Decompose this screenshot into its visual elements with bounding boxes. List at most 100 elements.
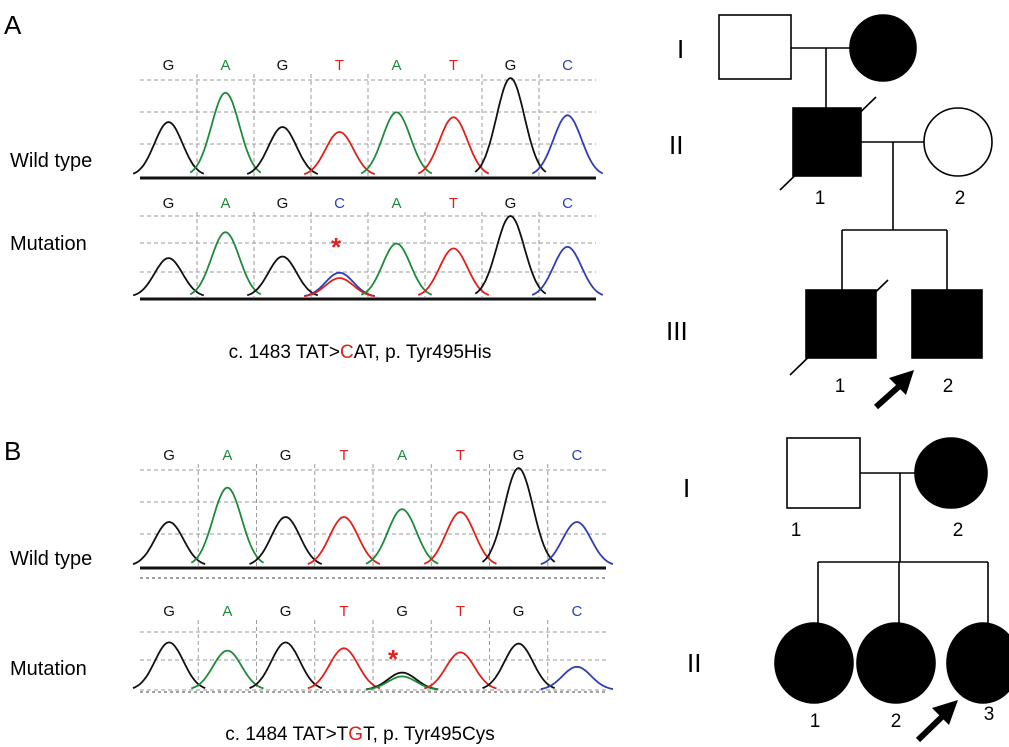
panel-a-caption: c. 1483 TAT>CAT, p. Tyr495His: [229, 342, 492, 363]
panelB-wild-peak-4: [307, 516, 381, 565]
panelB-wild-peak-8: [540, 520, 614, 566]
pedigree-b-generation-i: I: [683, 473, 690, 503]
pedigree-b-proband-arrow-icon: [915, 700, 958, 743]
pedigree-b-i-2-number: 2: [953, 520, 964, 541]
panelA-mut-base-label-2: A: [220, 195, 230, 212]
panelA-mut-base-label-8: C: [562, 195, 573, 212]
panelB-wild-peak-6: [423, 511, 497, 565]
panelA-wild-peak-4: [303, 130, 376, 176]
pedigree-a-generation-i: I: [677, 34, 684, 64]
panelA-wild-base-label-8: C: [562, 57, 573, 74]
panelA-wild-peak-6: [417, 116, 490, 175]
panelB-mut-peak-3: [249, 641, 323, 689]
panel-a-mutation-star: *: [331, 232, 342, 262]
panelB-mut-peak-4: [307, 647, 381, 690]
panel-a-letter: A: [4, 10, 22, 40]
panelB-mut-base-label-6: T: [456, 603, 465, 620]
pedigree-a-iii-1-deceased-slash: [789, 279, 889, 376]
pedigree-b-i-1-male-unaffected: [786, 437, 861, 509]
pedigree-a-i-1-male-unaffected: [718, 14, 792, 80]
pedigree-a-i-2-female-affected: [849, 14, 917, 82]
panel-b-mutation-label: Mutation: [10, 658, 87, 680]
panel-b-caption: c. 1484 TAT>TGT, p. Tyr495Cys: [225, 724, 494, 745]
panelA-mut-peak-5: [360, 242, 433, 296]
panelA-wild-base-label-2: A: [220, 57, 230, 74]
pedigree-a-ii-1-number: 1: [815, 188, 826, 209]
panel-a-mutation-chromatogram: G A G C A T G C *: [132, 195, 604, 301]
panelA-wild-peak-5: [360, 111, 433, 175]
panelA-mut-peak-4: [303, 271, 376, 297]
pedigree-b-i-2-female-affected: [914, 437, 988, 509]
pedigree-a-iii-2-number: 2: [943, 376, 954, 397]
panel-a-caption-post: AT, p. Tyr495His: [354, 342, 492, 363]
panelA-mut-base-label-6: T: [449, 195, 458, 212]
panelA-wild-base-label-3: G: [277, 57, 289, 74]
panelB-wild-base-label-7: G: [513, 447, 525, 464]
panel-a-pedigree: I II III 1 2 1 2: [666, 14, 993, 410]
panelA-wild-peak-2: [189, 91, 262, 174]
panel-b-caption-highlight: G: [348, 724, 363, 745]
panel-b-wild-label: Wild type: [10, 548, 92, 570]
panelA-mut-peak-6: [417, 247, 490, 296]
panelA-mut-peak-8: [531, 245, 604, 296]
panelA-mut-peak-7: [474, 215, 547, 295]
panelB-mut-peak-8: [540, 665, 614, 690]
panel-a-caption-pre: c. 1483 TAT>: [229, 342, 340, 363]
pedigree-b-ii-2-female-affected: [856, 622, 936, 704]
panelB-wild-base-label-4: T: [339, 447, 348, 464]
panelA-wild-peak-3: [246, 126, 319, 175]
pedigree-a-generation-ii: II: [669, 130, 683, 160]
panelA-wild-peak-1: [132, 121, 205, 175]
panelA-mut-base-label-1: G: [163, 195, 175, 212]
panelB-wild-peak-7: [481, 467, 556, 563]
pedigree-a-iii-2-male-affected: [911, 289, 983, 359]
pedigree-a-ii-1-deceased-slash: [779, 96, 877, 191]
pedigree-b-ii-2-number: 2: [891, 711, 902, 732]
panelA-mut-secondary-peak: [304, 277, 375, 298]
panelA-mut-peak-1: [132, 257, 205, 297]
panelA-mut-peak-2: [189, 231, 262, 296]
panel-b-letter: B: [4, 436, 21, 466]
panel-b-caption-pre: c. 1484 TAT>T: [225, 724, 348, 745]
panelB-wild-base-label-1: G: [163, 447, 175, 464]
panelA-mut-base-label-7: G: [505, 195, 517, 212]
panelB-wild-base-label-2: A: [222, 447, 232, 464]
panelB-wild-base-label-6: T: [456, 447, 465, 464]
panelA-wild-base-label-4: T: [335, 57, 344, 74]
pedigree-a-iii-1-male-affected: [805, 289, 877, 359]
panelA-wild-base-label-1: G: [163, 57, 175, 74]
panelB-mut-base-label-3: G: [280, 603, 292, 620]
pedigree-b-generation-ii: II: [687, 648, 701, 678]
pedigree-a-proband-arrow-icon: [874, 370, 914, 410]
panel-a-caption-highlight: C: [340, 342, 354, 363]
panel-b-caption-post: T, p. Tyr495Cys: [363, 724, 495, 745]
pedigree-b-ii-1-number: 1: [810, 711, 821, 732]
pedigree-a-ii-2-female-unaffected: [923, 107, 993, 177]
panelB-wild-base-label-8: C: [571, 447, 582, 464]
panelB-wild-peak-1: [132, 520, 206, 566]
panel-b-mutation-chromatogram: G A G T G T G C *: [132, 603, 614, 693]
panelB-mut-peak-7: [482, 642, 556, 689]
pedigree-a-iii-1-number: 1: [835, 376, 846, 397]
panelA-wild-base-label-5: A: [391, 57, 401, 74]
pedigree-b-i-1-number: 1: [791, 520, 802, 541]
panel-b-pedigree: I II 1 2 1 2 3: [683, 437, 1009, 743]
panelB-mut-peak-2: [191, 649, 264, 690]
pedigree-a-generation-iii: III: [666, 316, 688, 346]
panelB-wild-peak-5: [365, 508, 439, 565]
panel-a-mutation-label: Mutation: [10, 233, 87, 255]
panelB-mut-base-label-8: C: [571, 603, 582, 620]
panelB-mut-base-label-2: A: [222, 603, 232, 620]
panelA-wild-peak-7: [474, 77, 547, 173]
panelB-mut-base-label-7: G: [513, 603, 525, 620]
panelA-wild-base-label-6: T: [449, 57, 458, 74]
panelA-mut-base-label-4: C: [334, 195, 345, 212]
panelB-mut-peak-6: [424, 651, 497, 690]
panelA-mut-base-label-3: G: [277, 195, 289, 212]
panelB-wild-base-label-3: G: [280, 447, 292, 464]
panel-a-wild-label: Wild type: [10, 150, 92, 172]
panelA-mut-peak-3: [246, 255, 319, 297]
